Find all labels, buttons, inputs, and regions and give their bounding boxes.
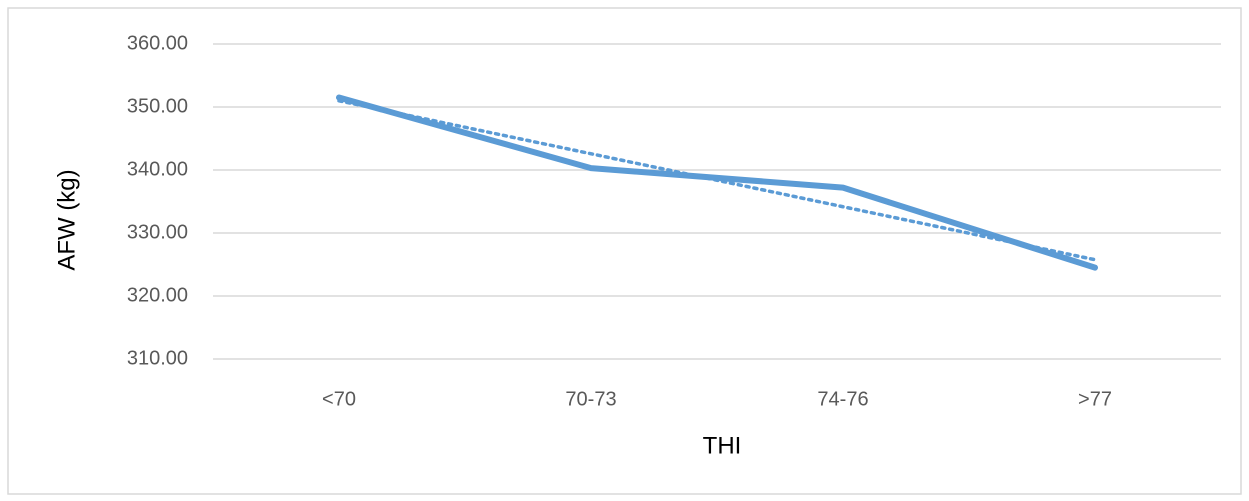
y-tick-label: 360.00 [127,32,188,54]
series-line [336,94,1098,271]
y-tick-label: 350.00 [127,95,188,117]
y-tick-label: 330.00 [127,221,188,243]
trendline [337,99,1097,262]
y-tick-label: 320.00 [127,284,188,306]
x-tick-label: 74-76 [817,388,868,410]
y-axis-title: AFW (kg) [53,169,80,270]
y-tick-label: 310.00 [127,347,188,369]
x-tick-label: 70-73 [565,388,616,410]
x-axis-title: THI [703,432,742,459]
x-tick-label: <70 [322,388,356,410]
y-tick-label: 340.00 [127,158,188,180]
x-tick-label: >77 [1078,388,1112,410]
